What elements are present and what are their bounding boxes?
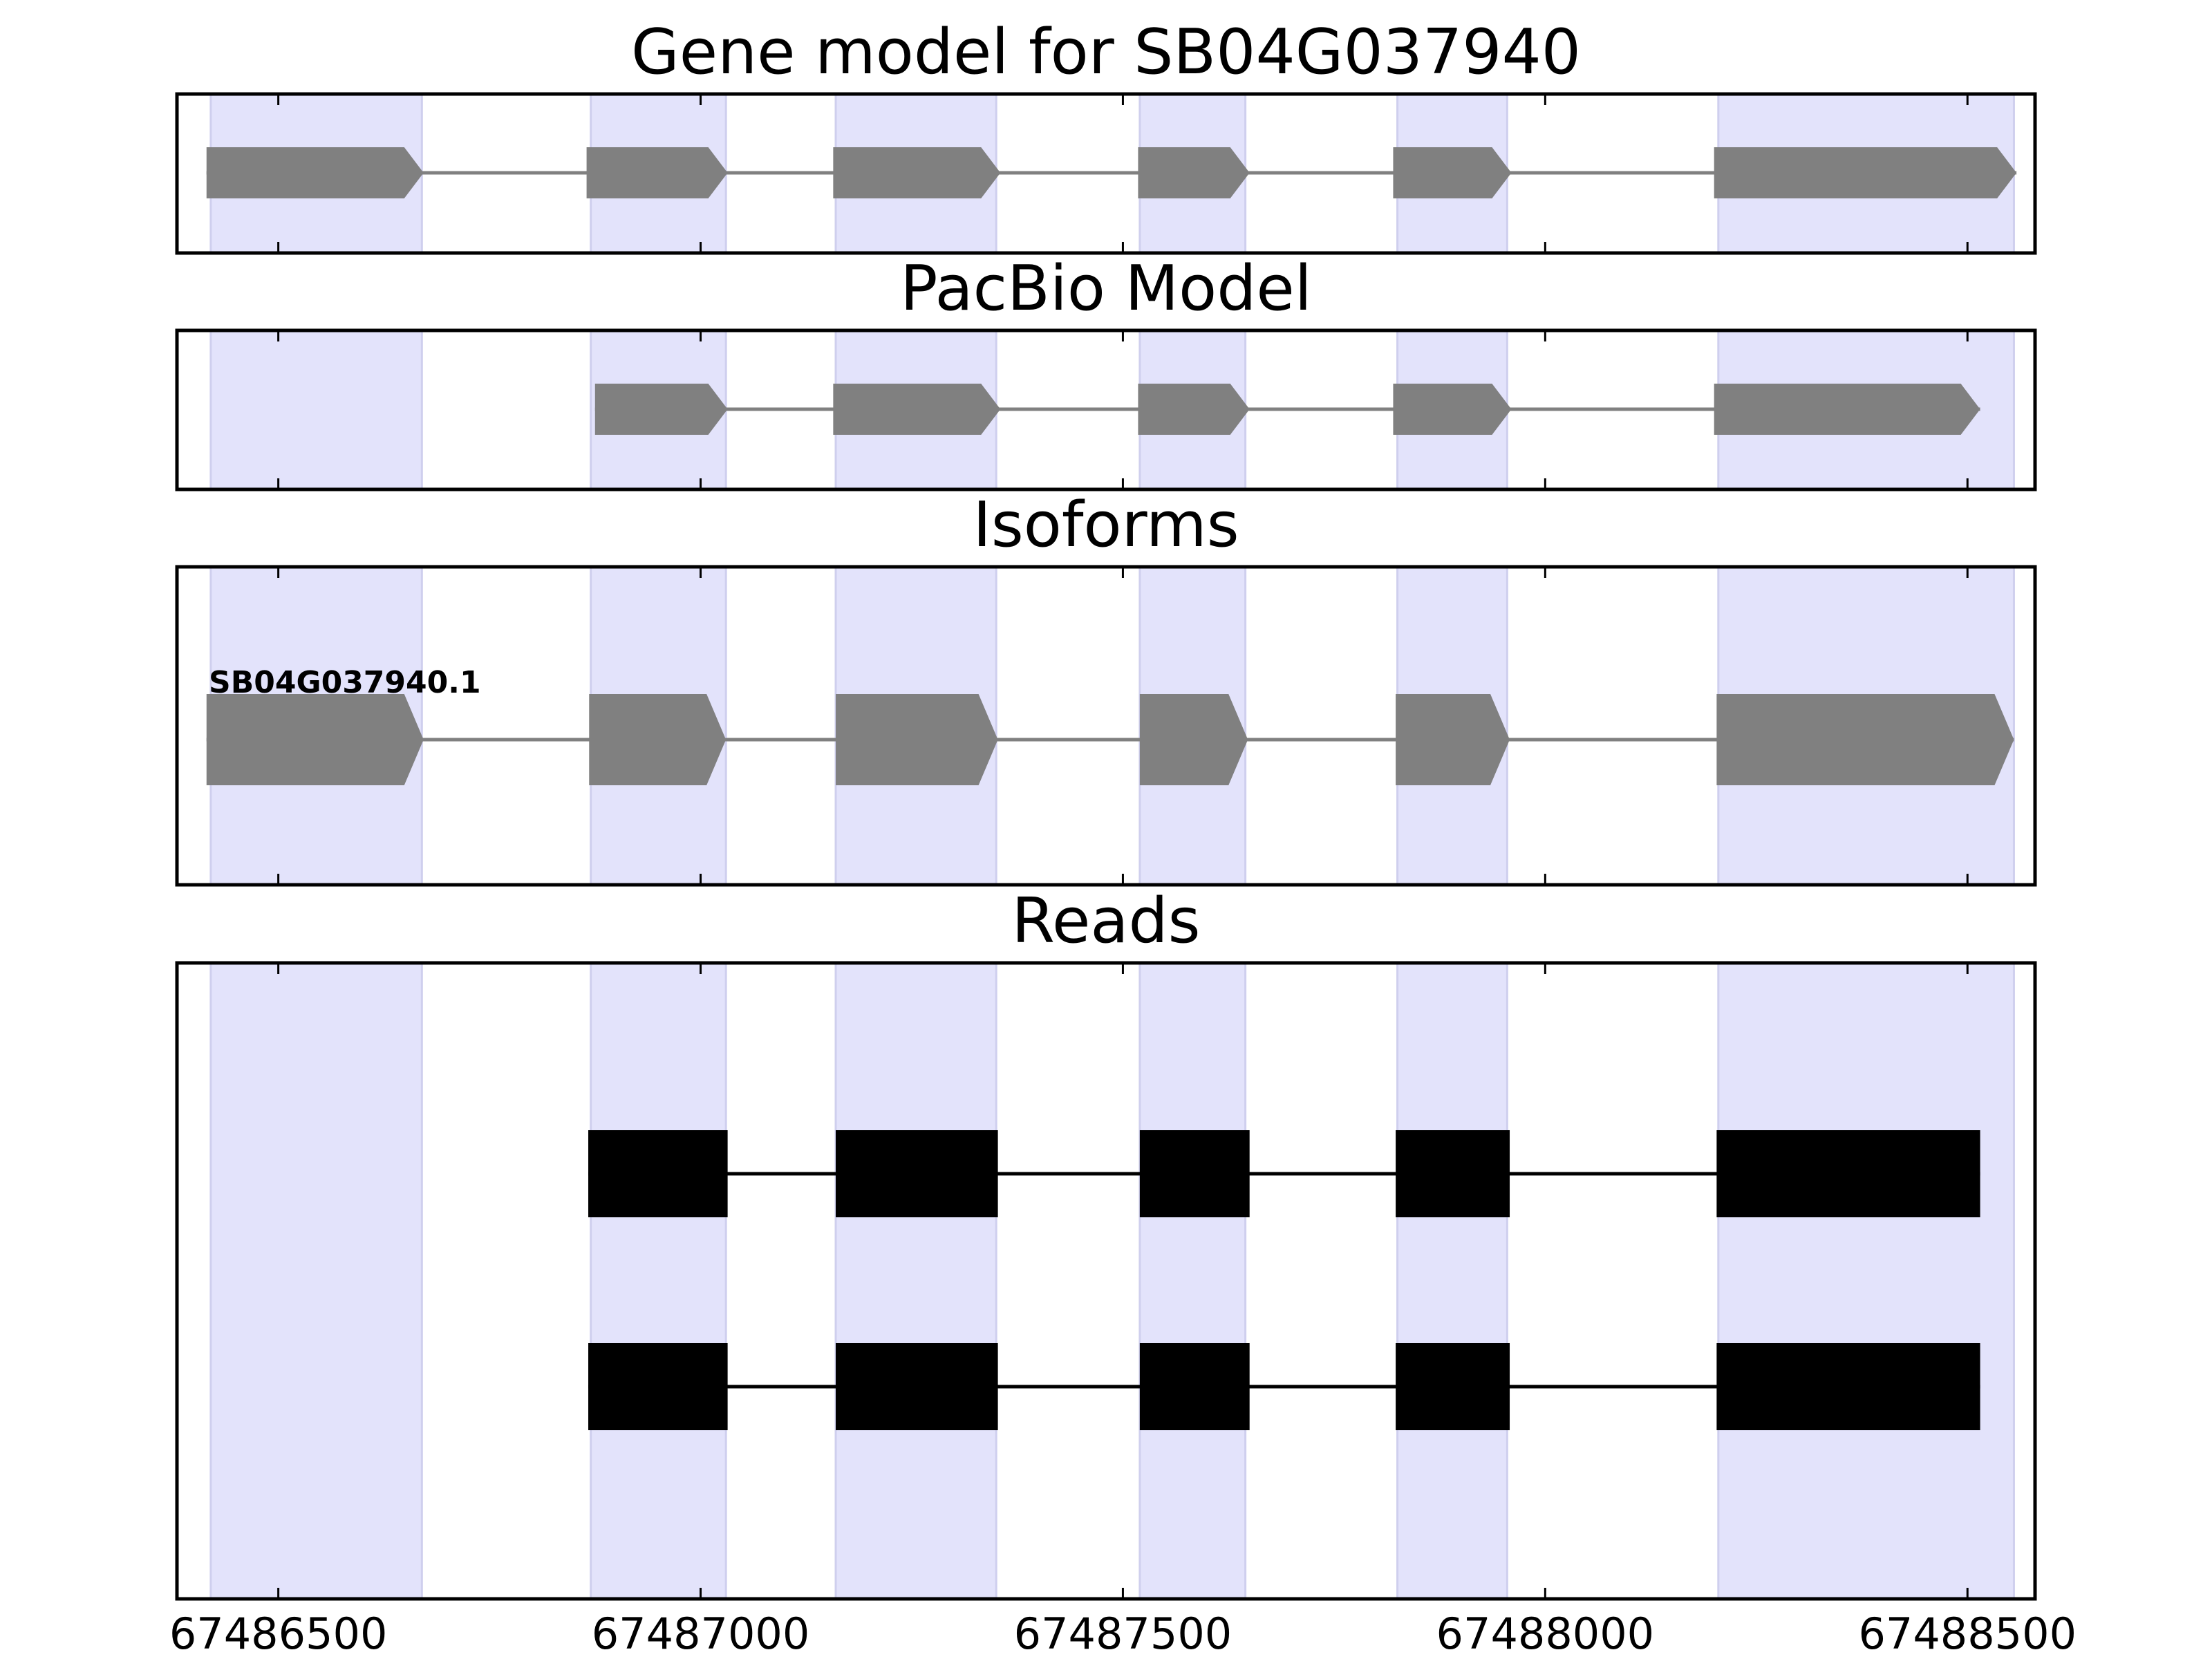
panel-frame xyxy=(175,92,2037,255)
panel-frame xyxy=(175,328,2037,491)
shaded-exon-region xyxy=(209,962,423,1600)
x-tick-label: 67487000 xyxy=(592,1609,810,1659)
shaded-exon-region xyxy=(209,329,423,491)
read-block xyxy=(1139,1343,1250,1430)
panel-frame xyxy=(175,565,2037,887)
panel-frame xyxy=(175,961,2037,1601)
exon-arrow xyxy=(206,147,424,198)
exon-arrow xyxy=(586,147,728,198)
read-block xyxy=(836,1130,998,1217)
x-tick-label: 67488500 xyxy=(1858,1609,2077,1659)
x-axis: 67486500 67487000 67487500 67488000 67488500 xyxy=(169,1609,2077,1659)
isoforms-panel: Isoforms SB04G037940.1 xyxy=(175,489,2037,887)
exon-arrow xyxy=(1714,384,1980,435)
read-block xyxy=(1396,1130,1510,1217)
isoform-label: SB04G037940.1 xyxy=(209,665,481,700)
exon-arrow xyxy=(589,694,727,785)
exon-arrow xyxy=(1714,147,2017,198)
read-block xyxy=(588,1343,728,1430)
exon-arrow xyxy=(1393,384,1512,435)
exon-arrow xyxy=(1393,147,1512,198)
exon-arrow xyxy=(1138,147,1250,198)
read-block xyxy=(1716,1343,1980,1430)
exon-arrow xyxy=(836,694,998,785)
shaded-exon-region xyxy=(1717,962,2015,1600)
read-block xyxy=(1396,1343,1510,1430)
gene-model-title: Gene model for SB04G037940 xyxy=(631,16,1581,88)
read-block xyxy=(588,1130,728,1217)
shaded-exon-region xyxy=(1138,962,1247,1600)
exon-arrow xyxy=(1716,694,2014,785)
exon-arrow xyxy=(1138,384,1250,435)
reads-panel: Reads xyxy=(175,885,2037,1601)
x-tick-label: 67488000 xyxy=(1436,1609,1655,1659)
exon-arrow xyxy=(1396,694,1510,785)
isoforms-title: Isoforms xyxy=(973,489,1239,561)
read-block xyxy=(836,1343,998,1430)
x-tick-label: 67487500 xyxy=(1014,1609,1232,1659)
pacbio-model-title: PacBio Model xyxy=(900,252,1312,325)
reads-title: Reads xyxy=(1011,885,1200,957)
read-block xyxy=(1716,1130,1980,1217)
gene-model-panel: Gene model for SB04G037940 xyxy=(175,16,2037,255)
exon-arrow xyxy=(206,694,424,785)
exon-arrow xyxy=(833,384,1001,435)
exon-arrow xyxy=(1139,694,1248,785)
read-block xyxy=(1139,1130,1250,1217)
exon-arrow xyxy=(833,147,1001,198)
shaded-exon-region xyxy=(1396,962,1508,1600)
pacbio-model-panel: PacBio Model xyxy=(175,252,2037,491)
shaded-exon-region xyxy=(590,962,727,1600)
exon-arrow xyxy=(594,384,728,435)
shaded-exon-regions xyxy=(209,962,2015,1600)
x-tick-label: 67486500 xyxy=(169,1609,388,1659)
shaded-exon-region xyxy=(834,962,997,1600)
